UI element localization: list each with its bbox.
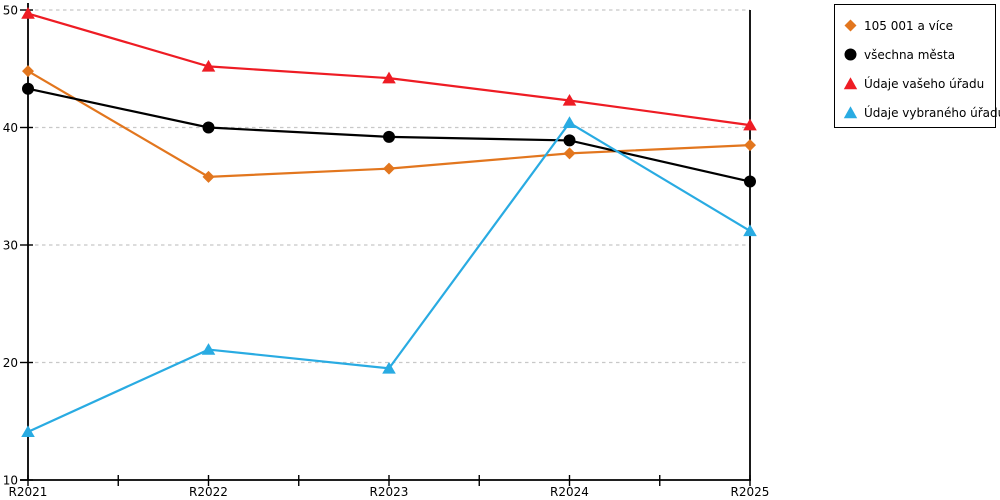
legend-item: Údaje vašeho úřadu [843, 69, 995, 98]
legend-item: 105 001 a více [843, 11, 995, 40]
marker-triangle [382, 361, 396, 374]
y-tick-label: 50 [3, 4, 18, 18]
legend-item-label: Údaje vybraného úřadu [864, 105, 1000, 120]
marker-circle [202, 121, 215, 134]
marker-diamond [202, 170, 215, 183]
marker-triangle [21, 425, 35, 438]
marker-circle [22, 82, 34, 95]
legend-item: všechna města [843, 40, 995, 69]
marker-diamond [563, 147, 576, 160]
marker-circle [383, 130, 395, 143]
marker-triangle [201, 343, 216, 355]
marker-triangle [201, 59, 216, 72]
marker-triangle [562, 116, 577, 128]
marker-triangle [743, 118, 757, 131]
legend-marker-circle [844, 48, 857, 61]
series-line [27, 12, 751, 127]
marker-triangle [21, 7, 35, 19]
legend-marker-diamond [844, 19, 857, 32]
marker-circle [744, 175, 756, 188]
x-tick-label: R2022 [189, 485, 228, 499]
marker-diamond [383, 162, 395, 175]
y-tick-label: 30 [3, 239, 18, 253]
legend-item-label: všechna města [864, 47, 956, 62]
legend-marker-triangle [843, 77, 858, 90]
y-tick-label: 10 [3, 474, 18, 488]
x-tick-label: R2025 [731, 485, 770, 499]
legend-item-label: 105 001 a více [864, 18, 954, 33]
chart-legend: 105 001 a více všechna města Údaje vašeho … [834, 4, 1000, 128]
marker-triangle [562, 93, 577, 106]
legend-marker-triangle [843, 106, 858, 119]
y-tick-label: 20 [3, 356, 18, 370]
marker-triangle [743, 224, 757, 237]
marker-diamond [22, 65, 34, 78]
y-tick-label: 40 [3, 121, 18, 135]
x-tick-label: R2023 [370, 485, 409, 499]
x-tick-label: R2021 [9, 485, 48, 499]
marker-triangle [382, 71, 396, 84]
marker-diamond [744, 139, 756, 152]
legend-item-label: Údaje vašeho úřadu [864, 76, 985, 91]
series-line [27, 70, 751, 178]
x-tick-label: R2024 [550, 485, 589, 499]
marker-circle [563, 134, 576, 147]
legend-item: Údaje vybraného úřadu [843, 98, 1000, 127]
